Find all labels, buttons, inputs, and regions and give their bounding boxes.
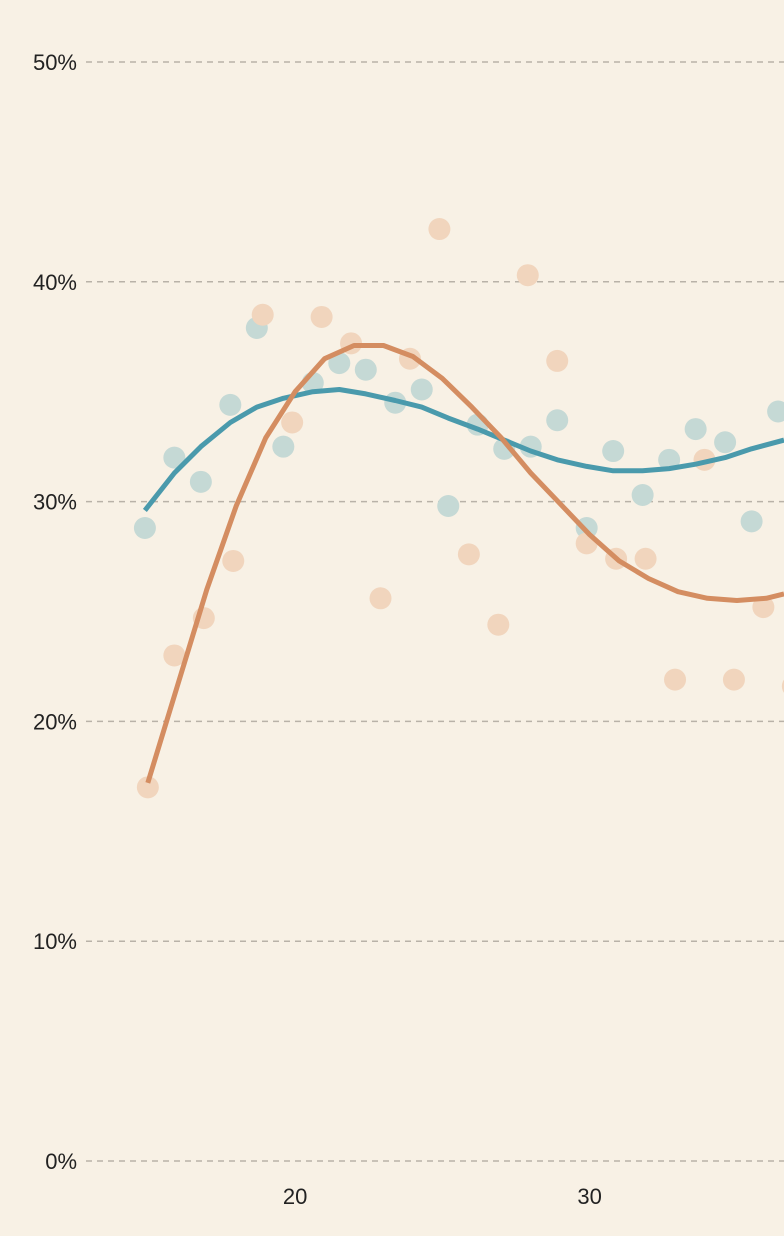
series-1-point-8 [328,352,351,375]
series-1-point-16 [546,409,569,432]
series-1-point-24 [767,400,784,423]
y-tick-label-50: 50% [33,50,77,75]
series-2-point-11 [428,218,451,241]
series-2-fit-line [145,343,784,784]
y-tick-label-0: 0% [45,1149,77,1174]
series-1-point-18 [602,440,625,463]
series-2-point-21 [722,668,745,691]
series-2-point-9 [369,587,392,610]
series-2-point-2 [163,644,186,667]
series-1-point-1 [133,516,156,539]
series-2-point-7 [310,305,333,328]
series-2-point-19 [664,668,687,691]
series-1-fit-line [142,387,784,512]
series-2-point-18 [634,547,657,570]
series-1-point-11 [410,378,433,401]
series-2-point-4 [222,549,245,572]
series-2-point-14 [516,264,539,287]
x-axis: 20 30 [283,1184,602,1209]
series-2-point-12 [457,543,480,566]
y-axis: 0% 10% 20% 30% 40% 50% [33,50,77,1174]
fit-lines [142,343,784,784]
y-tick-label-40: 40% [33,270,77,295]
y-tick-label-30: 30% [33,490,77,515]
series-1-point-4 [219,393,242,416]
x-tick-label-30: 30 [577,1184,601,1209]
series-1-point-12 [437,494,460,517]
series-1-point-2 [163,446,186,469]
series-2-point-1 [136,776,159,799]
series-2-point-5 [251,303,274,326]
series-1-point-3 [189,470,212,493]
series-1-point-6 [272,435,295,458]
y-tick-label-20: 20% [33,709,77,734]
x-tick-label-20: 20 [283,1184,307,1209]
series-2-point-6 [281,411,304,434]
series-2-point-23 [781,679,784,693]
y-tick-label-10: 10% [33,929,77,954]
series-1-point-9 [354,358,377,381]
series-2-point-15 [546,349,569,372]
series-1-point-21 [684,418,707,441]
series-1-point-23 [740,510,763,533]
series-2-point-13 [487,613,510,636]
series-1-point-22 [714,431,737,454]
series-2-point-22 [752,596,775,619]
scatter-points [133,218,784,799]
series-1-point-19 [631,484,654,507]
